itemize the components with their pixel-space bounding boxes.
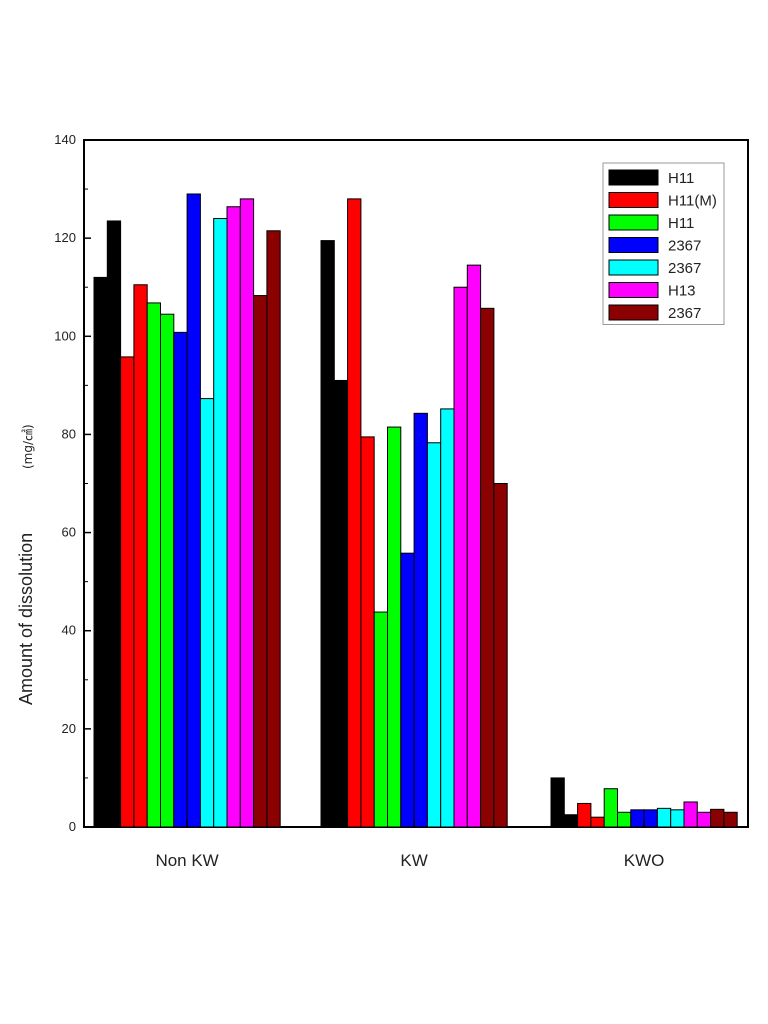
legend-label: 2367: [668, 238, 701, 255]
x-axis: Non KW KW KWO: [155, 820, 664, 870]
bar-kwo-series-2-1: [577, 802, 592, 828]
bar-kw-series-6-1: [453, 286, 468, 828]
bar-kw-series-5-1: [426, 442, 442, 828]
bar-non-kw-series-1-2: [106, 220, 122, 828]
bar-kw-series-4-2: [413, 412, 428, 828]
bar-kw-series-7-1: [480, 307, 495, 828]
x-category-label: KWO: [624, 851, 665, 870]
bar-non-kw-series-6-1: [226, 206, 241, 828]
bar-kw-series-2-1: [347, 198, 362, 828]
y-tick-label: 80: [62, 426, 76, 441]
bar-non-kw-series-5-1: [199, 398, 215, 828]
y-tick-label: 140: [54, 132, 76, 147]
bar-non-kw-series-4-1: [173, 331, 188, 828]
bar-non-kw-series-7-1: [253, 295, 268, 828]
y-axis-unit: (mg/㎠): [21, 424, 35, 469]
legend-label: H13: [668, 283, 696, 300]
bar-non-kw-series-6-2: [239, 198, 255, 828]
legend-label: 2367: [668, 305, 701, 322]
bar-kwo-series-3-2: [617, 811, 632, 828]
bars-group: [93, 193, 738, 828]
bar-kw-series-4-1: [400, 552, 415, 828]
bar-non-kw-series-3-1: [146, 302, 161, 828]
bar-kw-series-7-2: [493, 483, 508, 828]
x-category-label: Non KW: [155, 851, 218, 870]
bar-kw-series-6-2: [466, 264, 482, 828]
y-axis-title: Amount of dissolution (mg/㎠): [16, 424, 36, 705]
y-tick-label: 60: [62, 525, 76, 540]
bar-kwo-series-6-1: [683, 801, 698, 828]
bar-kwo-series-7-1: [710, 808, 725, 828]
x-category-label: KW: [400, 851, 427, 870]
bar-non-kw-series-2-1: [120, 356, 135, 828]
y-tick-label: 20: [62, 721, 76, 736]
bar-kwo-series-5-1: [656, 807, 672, 828]
bar-non-kw-series-4-2: [186, 193, 201, 828]
legend-swatch: [608, 214, 659, 231]
y-tick-label: 120: [54, 230, 76, 245]
bar-kwo-series-5-2: [670, 809, 685, 828]
bar-kwo-series-4-2: [643, 809, 658, 828]
legend-label: 2367: [668, 260, 701, 277]
legend-swatch: [608, 169, 659, 186]
bar-non-kw-series-5-2: [213, 218, 228, 828]
y-axis: 0 20 40 60 80 100 120 140: [54, 132, 91, 834]
bar-kw-series-5-2: [440, 408, 455, 828]
bar-non-kw-series-2-2: [133, 284, 148, 828]
bar-kw-series-3-2: [387, 426, 402, 828]
legend-swatch: [608, 259, 659, 276]
bar-kw-series-1-1: [320, 240, 335, 828]
y-tick-label: 0: [69, 819, 76, 834]
legend: H11 H11(M) H11 2367 2367 H13 2367: [602, 162, 725, 325]
y-axis-label: Amount of dissolution: [16, 533, 36, 705]
bar-kw-series-3-1: [373, 611, 389, 828]
bar-kw-series-2-2: [360, 436, 375, 828]
bar-non-kw-series-3-2: [160, 313, 175, 828]
bar-kwo-series-6-2: [696, 811, 712, 828]
legend-swatch: [608, 192, 659, 208]
legend-label: H11(M): [668, 193, 717, 210]
bar-kw-series-1-2: [333, 379, 349, 828]
legend-label: H11: [668, 170, 694, 187]
bar-kwo-series-1-2: [563, 814, 579, 828]
y-tick-label: 40: [62, 623, 76, 638]
legend-swatch: [608, 237, 659, 253]
bar-kwo-series-1-1: [550, 777, 565, 828]
bar-non-kw-series-7-2: [266, 230, 281, 828]
bar-kwo-series-2-2: [590, 816, 605, 828]
legend-swatch: [608, 282, 659, 298]
bar-kwo-series-3-1: [603, 788, 619, 828]
legend-label: H11: [668, 215, 694, 232]
legend-swatch: [608, 304, 659, 321]
bar-non-kw-series-1-1: [93, 276, 108, 828]
bar-kwo-series-4-1: [630, 809, 645, 828]
bar-kwo-series-7-2: [723, 811, 738, 828]
y-tick-label: 100: [54, 328, 76, 343]
